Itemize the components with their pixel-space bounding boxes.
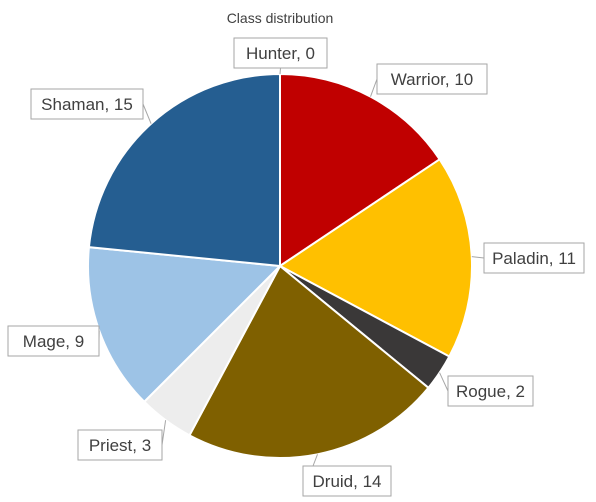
data-label-box [302,465,392,497]
data-label-druid: Druid, 14 [302,465,392,497]
leader-line-hunter [279,67,281,75]
data-label-paladin: Paladin, 11 [483,242,585,274]
pie-slice-druid [188,264,430,459]
data-label-mage: Mage, 9 [7,325,100,357]
pie-slice-shaman [87,72,281,268]
data-label-box [30,88,144,120]
data-label-text: Hunter, 0 [246,44,315,63]
data-labels: Warrior, 10 Paladin, 11 Rogue, 2 Druid, 14 P… [7,37,585,497]
data-label-text: Warrior, 10 [391,70,474,89]
data-label-hunter: Hunter, 0 [233,37,328,69]
data-label-box [233,37,328,69]
data-label-box [447,375,534,407]
data-label-text: Mage, 9 [23,332,84,351]
data-label-warrior: Warrior, 10 [376,63,488,95]
chart-title: Class distribution [227,10,334,26]
pie-slice-paladin [278,157,473,358]
data-label-box [7,325,100,357]
leader-line-priest [161,420,167,446]
data-label-priest: Priest, 3 [77,429,163,461]
data-label-text: Druid, 14 [313,472,382,491]
data-label-box [376,63,488,95]
data-label-text: Paladin, 11 [492,249,576,268]
leader-line-rogue [439,372,449,392]
leader-line-druid [312,454,318,467]
pie-slices [87,72,473,459]
leader-line-shaman [142,103,152,124]
data-label-box [483,242,585,274]
leader-line-paladin [471,256,485,259]
data-label-box [77,429,163,461]
leader-line-warrior [370,78,378,97]
data-label-rogue: Rogue, 2 [447,375,534,407]
data-label-text: Priest, 3 [89,436,151,455]
data-label-text: Shaman, 15 [41,95,133,114]
pie-slice-warrior [279,72,442,268]
data-label-shaman: Shaman, 15 [30,88,144,120]
data-label-text: Rogue, 2 [456,382,525,401]
